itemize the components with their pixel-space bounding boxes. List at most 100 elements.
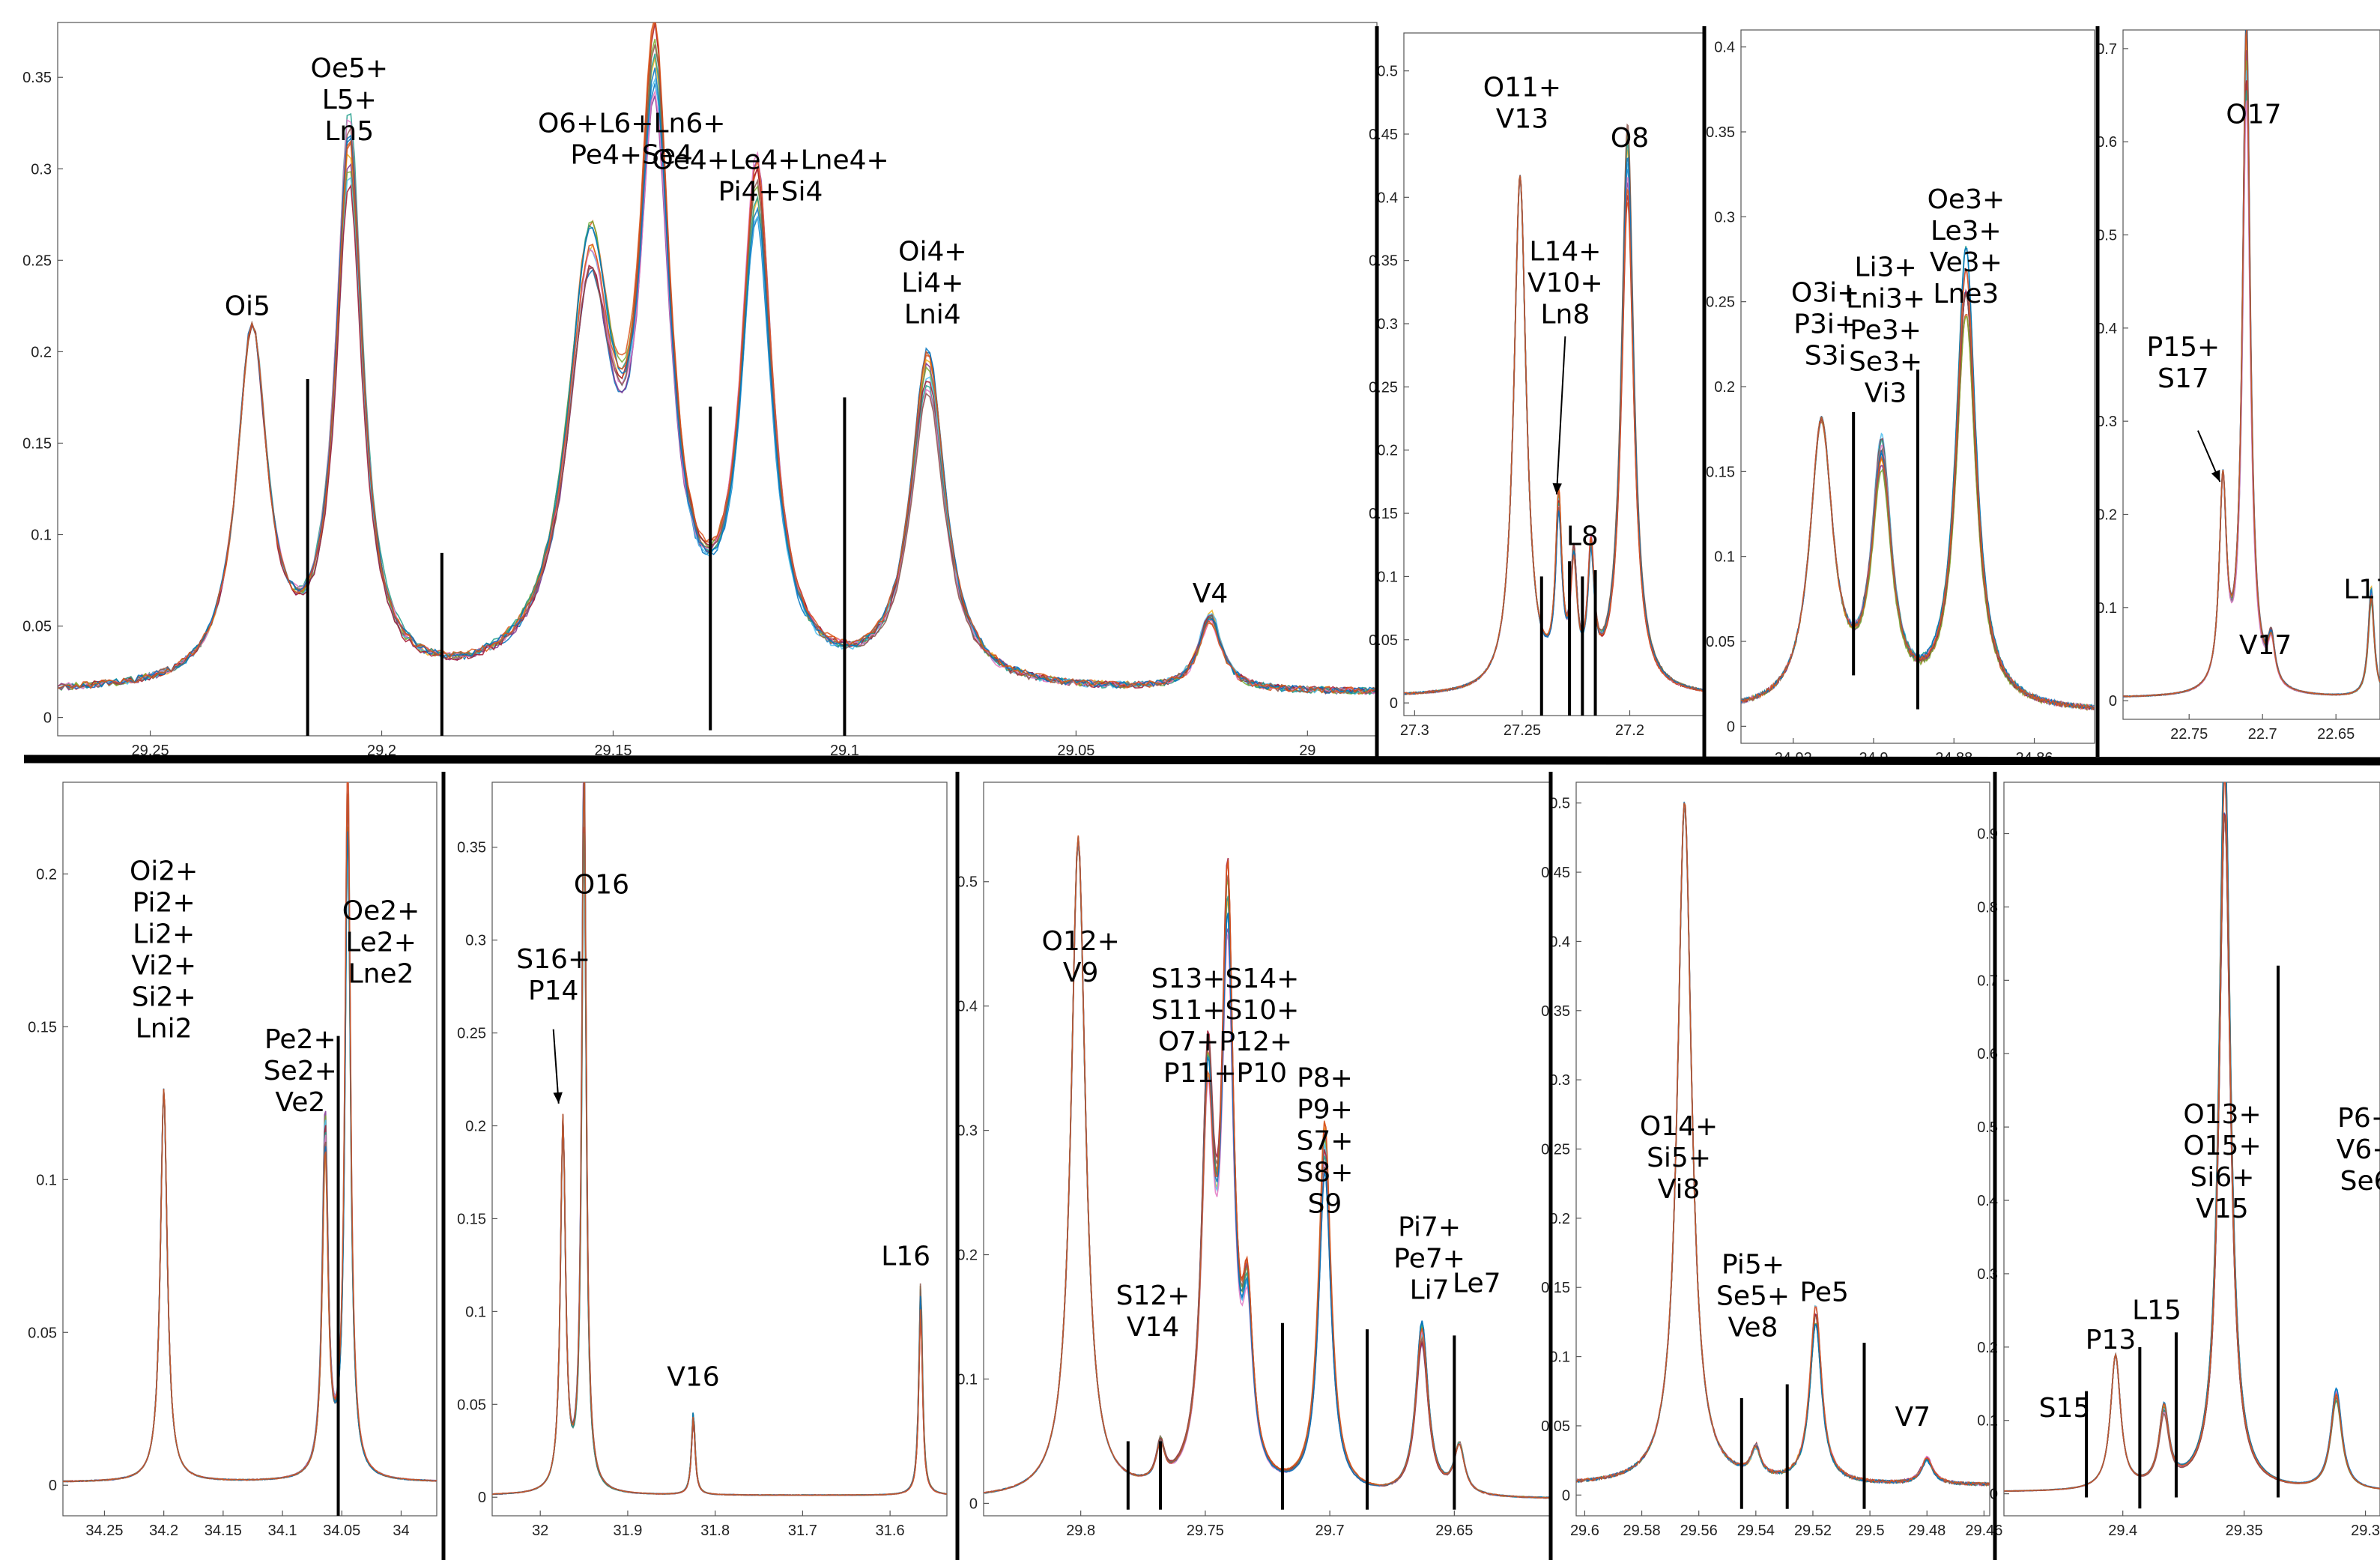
axes-frame: [983, 781, 1552, 1517]
peak-label: Oi5: [225, 291, 270, 322]
x-tick-label: 31.8: [700, 1523, 730, 1539]
peak-label: S15: [2039, 1393, 2091, 1424]
peak-label: S8+: [1297, 1158, 1354, 1188]
panel-p8: 0 0.05 0.1 0.15 0.2 0.25 0.3 0.35 0.4 0.45 0.5 29.6…: [1541, 781, 2002, 1539]
spectrum-trace: [58, 95, 1377, 695]
spectrum-trace: [63, 790, 437, 1483]
spectrum-trace: [1576, 801, 1990, 1487]
spectrum-trace: [492, 782, 947, 1496]
peak-label: O11+: [1483, 72, 1561, 103]
spectrum-trace: [63, 782, 437, 1483]
y-tick-label: 0.05: [1541, 1418, 1570, 1435]
x-tick-label: 29.35: [2226, 1523, 2263, 1539]
peak-label: O14+: [1640, 1111, 1718, 1142]
peak-label: Oi2+: [130, 856, 198, 887]
peak-label: O7+P12+: [1158, 1027, 1292, 1057]
peak-label: Oe4+Le4+Lne4+: [652, 145, 888, 175]
y-tick-label: 0.1: [1549, 1349, 1570, 1366]
spectrum-trace: [1576, 802, 1990, 1487]
y-tick-label: 0.2: [31, 344, 52, 360]
peak-label: Lni4: [904, 299, 961, 330]
x-tick-label: 29.8: [1066, 1523, 1095, 1539]
series-traces: [492, 782, 947, 1496]
y-tick-label: 0.05: [1369, 632, 1398, 649]
spectrum-trace: [1576, 802, 1990, 1487]
y-tick-label: 0.4: [1977, 1193, 1998, 1209]
spectrum-trace: [984, 835, 1551, 1499]
y-tick-label: 0.5: [1377, 64, 1398, 80]
x-tick-label: 31.7: [788, 1523, 817, 1539]
peak-label: Oe2+: [342, 896, 420, 927]
y-tick-label: 0.05: [28, 1325, 57, 1341]
x-tick-label: 29.56: [1680, 1523, 1718, 1539]
y-tick-label: 0.35: [1541, 1003, 1570, 1020]
y-tick-label: 0: [1727, 719, 1735, 735]
panel-p9: 00.10.20.30.40.50.60.70.80.929.429.3529.…: [1977, 781, 2380, 1539]
peak-label: V13: [1496, 103, 1548, 134]
peak-label: Lni3+: [1846, 284, 1925, 315]
spectrum-trace: [58, 22, 1377, 695]
spectrum-trace: [1404, 123, 1705, 695]
peak-label: S9: [1308, 1189, 1342, 1220]
y-tick-label: 0.35: [457, 840, 486, 856]
y-tick-label: 0.45: [1369, 127, 1398, 143]
spectrum-trace: [1576, 805, 1990, 1487]
peak-label: P14: [528, 976, 579, 1006]
spectrum-trace: [1576, 802, 1990, 1487]
spectrum-trace: [1404, 130, 1705, 695]
x-tick-label: 22.75: [2170, 726, 2208, 743]
axes-frame: [1403, 32, 1706, 716]
peak-label: Vi3: [1865, 378, 1907, 409]
series-traces: [1404, 123, 1705, 696]
x-tick-label: 29.46: [1965, 1523, 2002, 1539]
peak-label: Vi2+: [131, 951, 196, 982]
y-tick-label: 0.4: [1549, 934, 1570, 950]
x-tick-label: 29.4: [2108, 1523, 2137, 1539]
peak-label: V9: [1063, 958, 1099, 988]
y-tick-label: 0.9: [1977, 826, 1998, 843]
x-tick-label: 29.15: [594, 743, 632, 759]
peak-label: S17: [2158, 363, 2209, 394]
axes-frame: [62, 781, 437, 1517]
y-tick-label: 0.2: [465, 1119, 486, 1135]
x-tick-label: 22.65: [2317, 726, 2355, 743]
peak-label: P13: [2086, 1325, 2137, 1355]
x-tick-label: 29.75: [1187, 1523, 1224, 1539]
peak-label: V16: [667, 1362, 719, 1393]
y-tick-label: 0.15: [22, 435, 52, 452]
peak-label: L8: [1566, 521, 1599, 551]
spectrum-trace: [492, 811, 947, 1496]
y-tick-label: 0.2: [1977, 1340, 1998, 1356]
spectrum-trace: [1404, 175, 1705, 695]
y-tick-label: 0.25: [1706, 294, 1735, 311]
spectrum-trace: [1576, 806, 1990, 1486]
peak-label: Pi5+: [1722, 1250, 1784, 1281]
peak-label: S11+S10+: [1151, 995, 1300, 1026]
x-tick-label: 34.25: [85, 1523, 123, 1539]
peak-label: Lne3: [1933, 279, 1999, 309]
peak-label: P9+: [1297, 1095, 1353, 1125]
panel-p1: 0 0.05 0.1 0.15 0.2 0.25 0.3 0.35 29.25 29.2 29.15…: [22, 22, 1378, 759]
peak-label: Lni2: [136, 1014, 193, 1044]
y-tick-label: 0.1: [465, 1304, 486, 1320]
peak-label: O12+: [1042, 926, 1120, 957]
x-tick-label: 27.25: [1504, 722, 1541, 739]
panel-p2: 0 0.05 0.1 0.15 0.2 0.25 0.3 0.35 0.4 0.45 0.5 27.3…: [1369, 32, 1706, 739]
y-tick-label: 0.15: [28, 1019, 57, 1036]
peak-label: Si5+: [1647, 1143, 1711, 1173]
peak-label: Oi4+: [898, 236, 966, 267]
y-tick-label: 0.1: [36, 1172, 57, 1188]
peak-label: P6+: [2337, 1103, 2380, 1134]
peak-label: S13+S14+: [1151, 964, 1300, 994]
spectrum-trace: [63, 782, 437, 1483]
spectrum-trace: [1404, 142, 1705, 695]
panel-p6: 0 0.05 0.1 0.15 0.2 0.25 0.3 0.35 32 31.9 31.8 31.7…: [457, 781, 948, 1539]
y-tick-label: 0.1: [1714, 549, 1735, 566]
y-tick-label: 0.3: [957, 1123, 978, 1140]
x-tick-label: 29.25: [132, 743, 169, 759]
peak-label: V17: [2239, 630, 2292, 661]
peak-label: O17: [2226, 99, 2281, 130]
peak-label: P3i+: [1793, 309, 1857, 340]
x-tick-label: 29.5: [1856, 1523, 1885, 1539]
